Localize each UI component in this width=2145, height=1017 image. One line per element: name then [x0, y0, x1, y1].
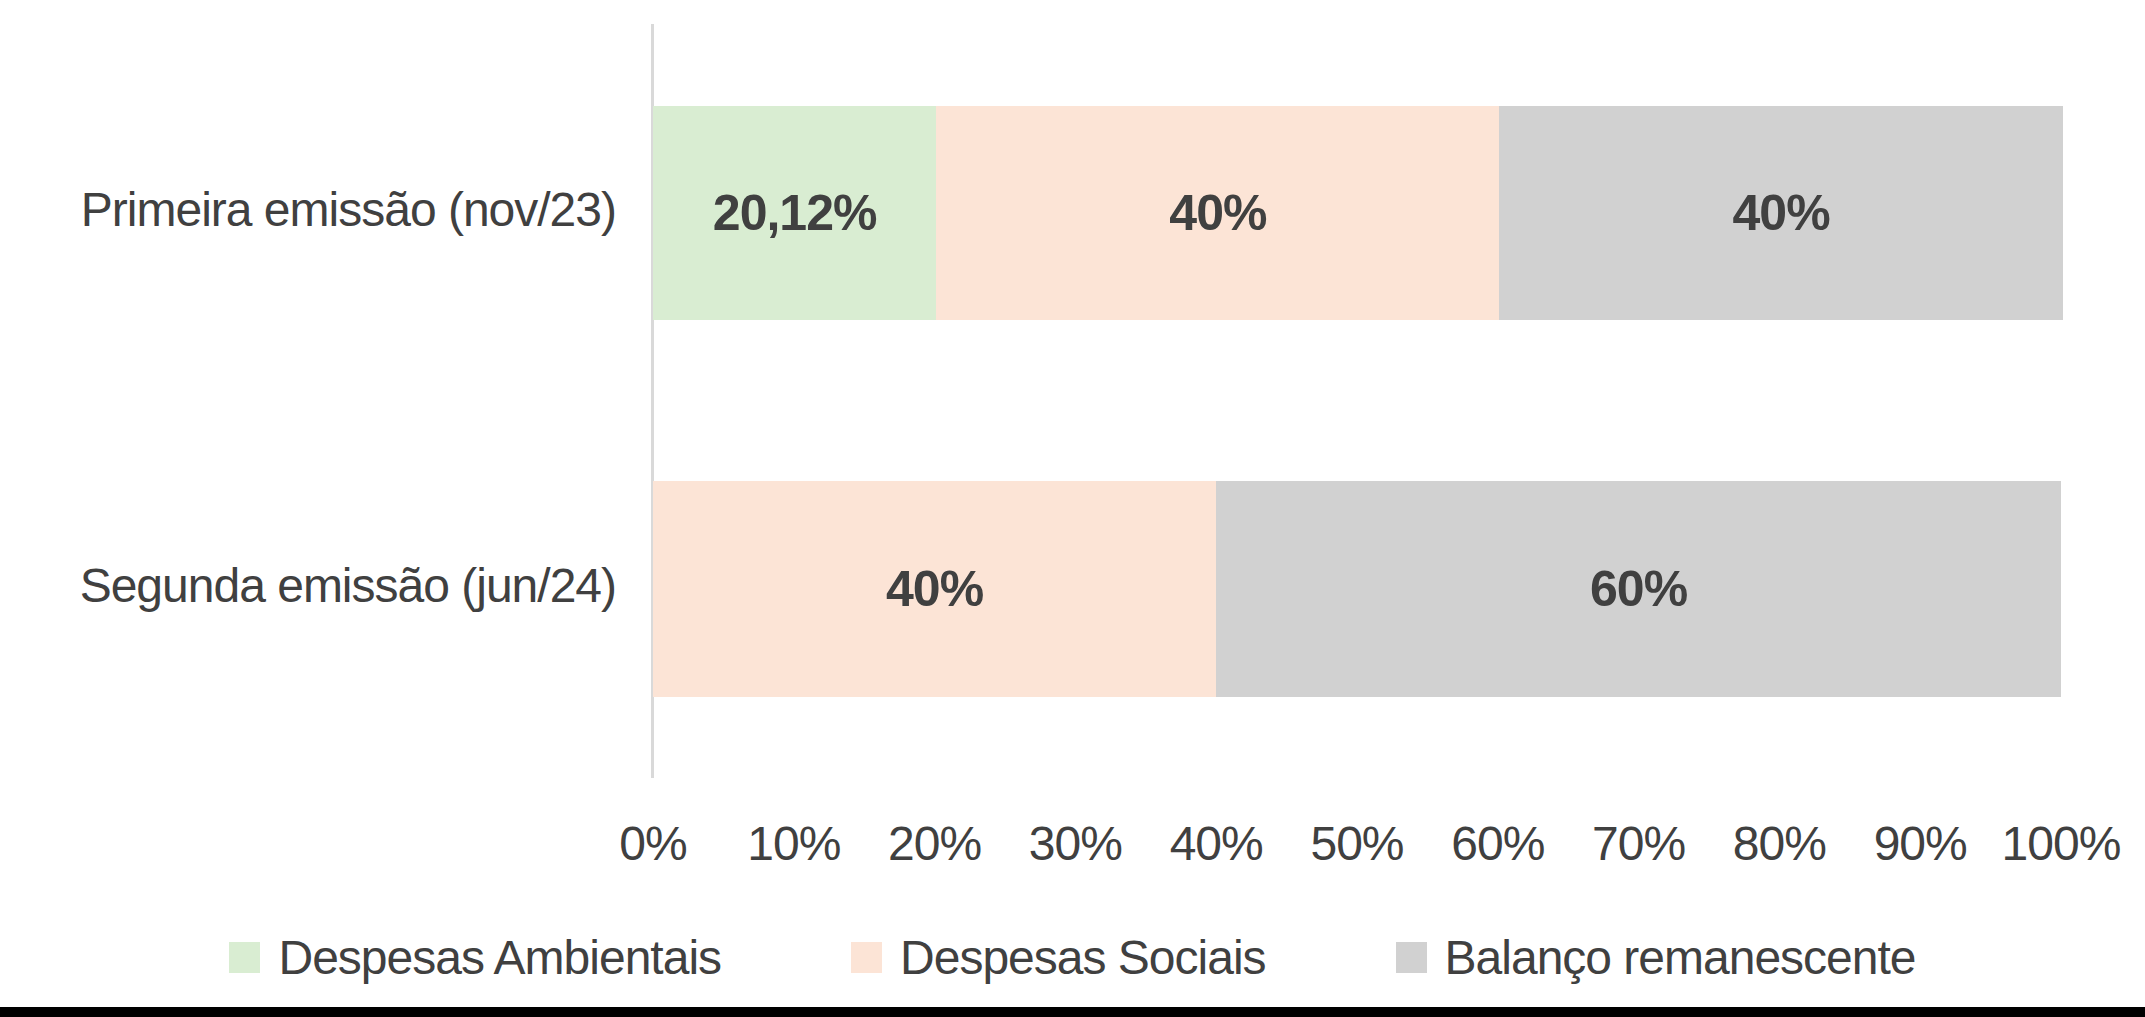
stacked-bar-chart: Primeira emissão (nov/23) 20,12% 40% 40% Seg… — [0, 0, 2145, 1017]
bar-value-label: 20,12% — [713, 184, 877, 242]
x-axis-tick-label: 80% — [1733, 816, 1826, 871]
x-axis-tick-label: 60% — [1451, 816, 1544, 871]
bar-value-label: 40% — [886, 560, 983, 618]
legend-item: Balanço remanescente — [1396, 930, 1916, 985]
category-label: Segunda emissão (jun/24) — [0, 558, 616, 613]
x-axis-tick-label: 100% — [2002, 816, 2121, 871]
bar-segment: 40% — [1499, 106, 2062, 320]
legend: Despesas Ambientais Despesas Sociais Balan… — [0, 930, 2145, 985]
x-axis-tick-label: 70% — [1592, 816, 1685, 871]
bar-segment: 20,12% — [653, 106, 936, 320]
x-axis-tick-label: 10% — [747, 816, 840, 871]
x-axis-tick-label: 30% — [1029, 816, 1122, 871]
legend-item: Despesas Sociais — [851, 930, 1266, 985]
category-label: Primeira emissão (nov/23) — [0, 182, 616, 237]
footer-bar — [0, 1007, 2145, 1017]
x-axis-tick-label: 20% — [888, 816, 981, 871]
legend-label: Despesas Sociais — [900, 930, 1266, 985]
bar-value-label: 40% — [1169, 184, 1266, 242]
x-axis-tick-label: 50% — [1310, 816, 1403, 871]
bar-value-label: 60% — [1590, 560, 1687, 618]
legend-swatch — [851, 942, 882, 973]
legend-item: Despesas Ambientais — [229, 930, 721, 985]
plot-area: Primeira emissão (nov/23) 20,12% 40% 40% Seg… — [0, 0, 2145, 1017]
legend-swatch — [1396, 942, 1427, 973]
legend-swatch — [229, 942, 260, 973]
x-axis-tick-label: 0% — [619, 816, 686, 871]
x-axis-tick-label: 90% — [1874, 816, 1967, 871]
legend-label: Balanço remanescente — [1445, 930, 1916, 985]
bar-segment: 40% — [653, 481, 1216, 697]
x-axis-tick-label: 40% — [1170, 816, 1263, 871]
bar-value-label: 40% — [1733, 184, 1830, 242]
bar-segment: 40% — [936, 106, 1499, 320]
bar-segment: 60% — [1216, 481, 2061, 697]
legend-label: Despesas Ambientais — [278, 930, 721, 985]
